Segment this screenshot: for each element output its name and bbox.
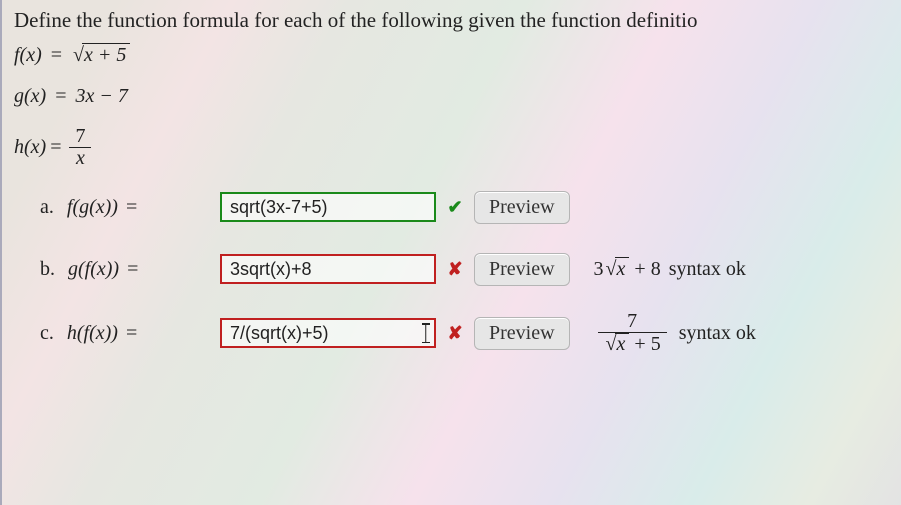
sqrt-expr: √x xyxy=(604,333,630,355)
radicand: x + 5 xyxy=(82,43,130,67)
radicand-text: x + 5 xyxy=(84,44,126,66)
cross-icon: ✘ xyxy=(446,259,464,280)
fraction: 7 x xyxy=(69,126,91,169)
syntax-ok-text: syntax ok xyxy=(669,258,746,281)
item-letter: a. xyxy=(40,196,54,219)
def-g-lhs: g(x) xyxy=(14,85,46,107)
fraction-den: x xyxy=(69,147,91,169)
question-label: b. g(f(x)) = xyxy=(40,258,210,281)
sqrt-expr: √x + 5 xyxy=(71,43,130,67)
definition-h: h(x) = 7 x xyxy=(14,126,889,169)
definition-f: f(x) = √x + 5 xyxy=(14,43,889,67)
fraction-num: 7 xyxy=(598,311,667,332)
equals-sign: = xyxy=(126,196,137,219)
function-definitions: f(x) = √x + 5 g(x) = 3x − 7 h(x) = 7 x xyxy=(14,43,889,169)
def-h-lhs: h(x) xyxy=(14,136,46,159)
question-row-a: a. f(g(x)) = sqrt(3x-7+5) ✔ Preview xyxy=(40,187,889,227)
question-label: c. h(f(x)) = xyxy=(40,322,210,345)
equals-sign: = xyxy=(126,322,137,345)
equals-sign: = xyxy=(127,258,138,281)
radicand-text: x xyxy=(617,258,626,280)
syntax-feedback: 3√x + 8 syntax ok xyxy=(594,257,746,281)
fraction-num: 7 xyxy=(69,126,91,147)
answer-input-a[interactable]: sqrt(3x-7+5) xyxy=(220,192,436,222)
preview-button[interactable]: Preview xyxy=(474,253,570,286)
equals-sign: = xyxy=(55,85,66,107)
expr-suffix: + 8 xyxy=(629,258,660,280)
item-letter: b. xyxy=(40,258,55,281)
cross-icon: ✘ xyxy=(446,323,464,344)
question-label: a. f(g(x)) = xyxy=(40,196,210,219)
item-lhs: f(g(x)) xyxy=(67,196,118,219)
syntax-ok-text: syntax ok xyxy=(679,322,756,345)
rendered-expr: 3√x + 8 xyxy=(594,257,661,281)
answer-text: 3sqrt(x)+8 xyxy=(230,259,312,280)
answer-text: sqrt(3x-7+5) xyxy=(230,197,328,218)
def-f-lhs: f(x) xyxy=(14,44,42,66)
fraction-den: √x + 5 xyxy=(598,332,667,355)
expr-prefix: 3 xyxy=(594,258,604,280)
instruction-text: Define the function formula for each of … xyxy=(14,8,889,33)
rendered-fraction: 7 √x + 5 xyxy=(598,311,667,355)
syntax-feedback: 7 √x + 5 syntax ok xyxy=(594,311,756,355)
preview-button[interactable]: Preview xyxy=(474,191,570,224)
item-lhs: g(f(x)) xyxy=(68,258,119,281)
text-cursor-icon xyxy=(425,323,426,343)
answer-text: 7/(sqrt(x)+5) xyxy=(230,323,329,344)
equals-sign: = xyxy=(51,44,62,66)
def-g-rhs: 3x − 7 xyxy=(75,85,127,107)
answer-input-b[interactable]: 3sqrt(x)+8 xyxy=(220,254,436,284)
radicand-text: x xyxy=(617,333,626,355)
check-icon: ✔ xyxy=(446,197,464,218)
question-row-c: c. h(f(x)) = 7/(sqrt(x)+5) ✘ Preview 7 √… xyxy=(40,311,889,355)
den-suffix: + 5 xyxy=(629,333,660,355)
item-lhs: h(f(x)) xyxy=(67,322,118,345)
equals-sign: = xyxy=(50,136,61,159)
definition-g: g(x) = 3x − 7 xyxy=(14,85,889,108)
preview-button[interactable]: Preview xyxy=(474,317,570,350)
item-letter: c. xyxy=(40,322,54,345)
answer-input-c[interactable]: 7/(sqrt(x)+5) xyxy=(220,318,436,348)
question-row-b: b. g(f(x)) = 3sqrt(x)+8 ✘ Preview 3√x + … xyxy=(40,249,889,289)
sqrt-expr: √x xyxy=(604,257,630,281)
